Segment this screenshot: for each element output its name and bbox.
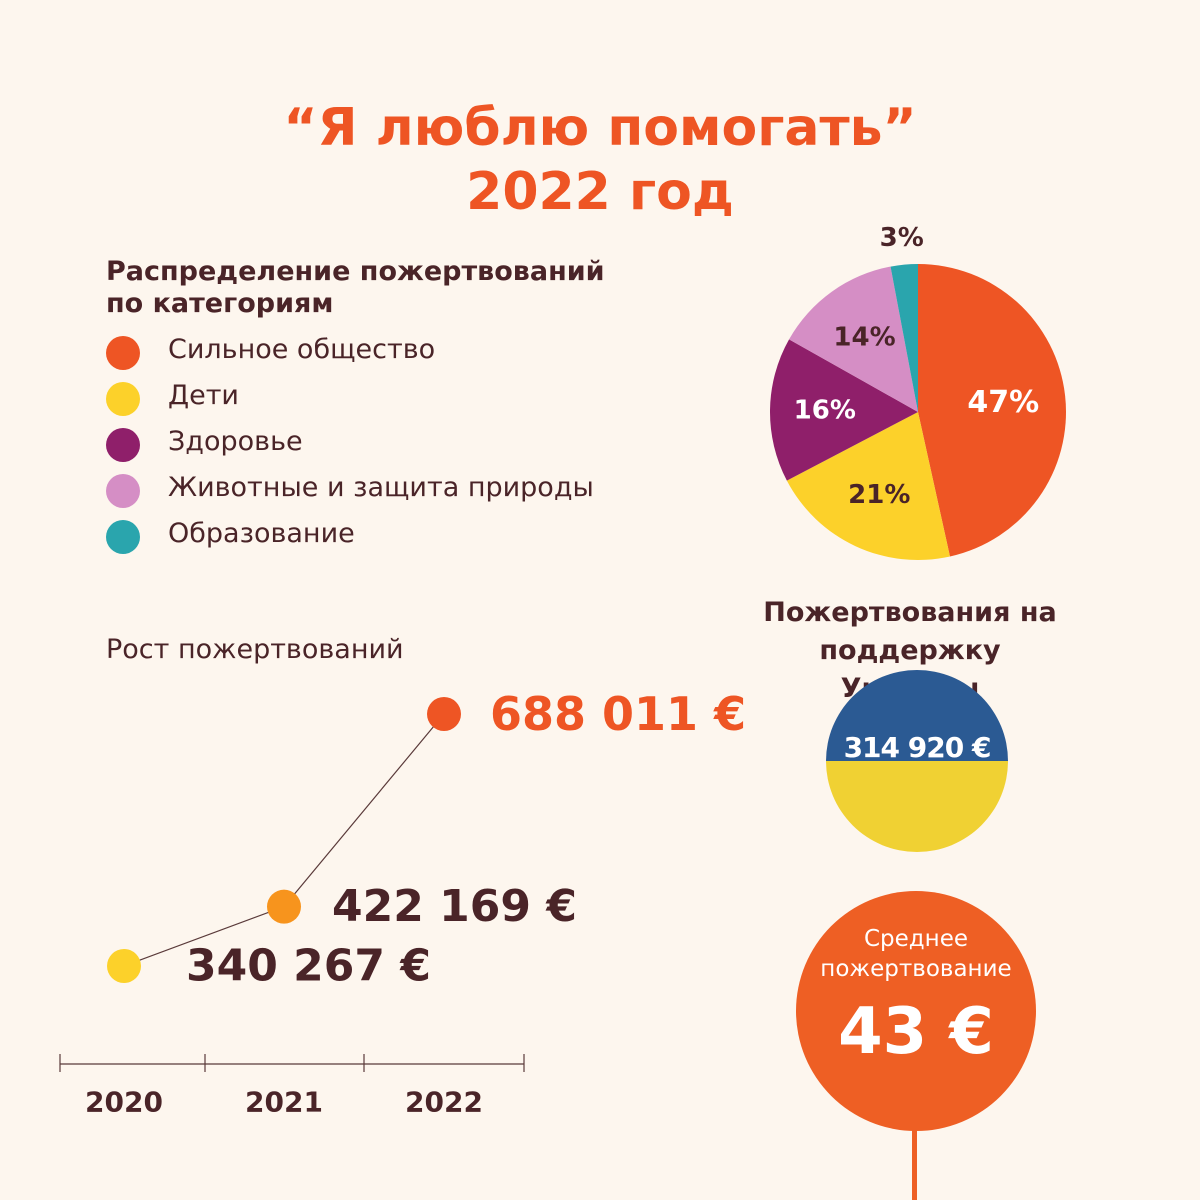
ukraine-flag-top (826, 670, 1008, 761)
growth-value-label: 340 267 € (186, 941, 431, 992)
average-donation-label: Среднее пожертвование (796, 924, 1036, 984)
x-axis-tick-label: 2020 (85, 1086, 163, 1119)
pie-slice (786, 412, 950, 560)
title-line-1: “Я люблю помогать” (283, 98, 917, 158)
pie-slice-label: 16% (794, 396, 856, 426)
legend-label: Сильное общество (168, 334, 436, 365)
legend-dot (106, 474, 140, 508)
average-donation-circle (796, 891, 1036, 1131)
pie-slice (918, 264, 1066, 557)
ukraine-donation-value: 314 920 € (843, 731, 992, 764)
ukraine-heading-line-1: Пожертвования на (763, 597, 1057, 628)
pie-slice-label: 47% (967, 385, 1039, 420)
distribution-heading-line-1: Распределение пожертвований (106, 256, 605, 287)
pie-slice (770, 339, 918, 481)
ukraine-flag-bottom (826, 761, 1008, 852)
legend-dot (106, 520, 140, 554)
pie-slice-label: 3% (880, 223, 924, 253)
legend-dot (106, 382, 140, 416)
legend-label: Здоровье (168, 426, 303, 457)
growth-point (267, 889, 301, 924)
growth-heading: Рост пожертвований (106, 634, 404, 665)
legend-label: Дети (168, 380, 239, 411)
title-line-2: 2022 год (466, 162, 734, 222)
average-donation-label-line-2: пожертвование (820, 956, 1012, 982)
average-donation-label-line-1: Среднее (863, 926, 969, 952)
distribution-heading: Распределение пожертвований по категория… (106, 256, 605, 320)
pie-slice-label: 14% (833, 322, 895, 352)
growth-value-label: 422 169 € (332, 881, 577, 932)
pie-slice-label: 21% (848, 480, 910, 510)
distribution-heading-line-2: по категориям (106, 288, 334, 319)
pie-slice (890, 264, 918, 412)
x-axis-tick-label: 2021 (245, 1086, 323, 1119)
page-title: “Я люблю помогать” 2022 год (0, 96, 1200, 224)
legend-label: Образование (168, 518, 355, 549)
growth-value-label: 688 011 € (490, 687, 746, 741)
average-donation-stick (912, 1130, 917, 1200)
average-donation-value: 43 € (838, 995, 994, 1069)
legend-dot (106, 428, 140, 462)
pie-slice (789, 266, 918, 412)
growth-point (107, 949, 141, 983)
x-axis-tick-label: 2022 (405, 1086, 483, 1119)
legend-dot (106, 336, 140, 370)
growth-point (427, 697, 461, 731)
ukraine-flag-circle (826, 670, 1008, 852)
legend-label: Животные и защита природы (168, 472, 594, 503)
